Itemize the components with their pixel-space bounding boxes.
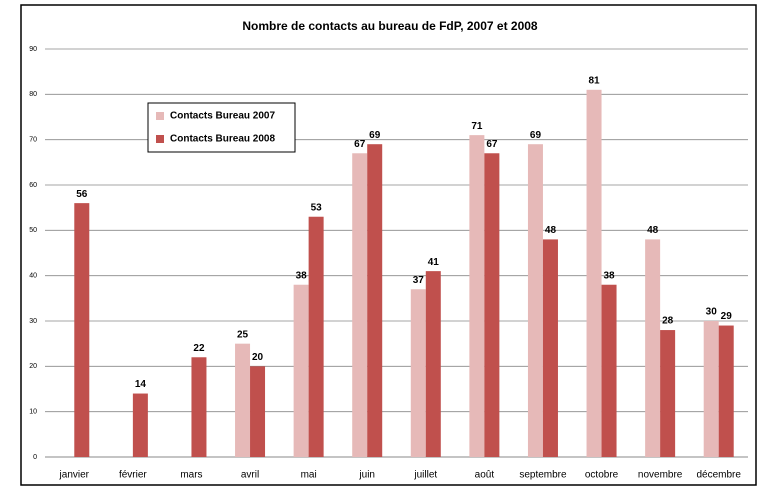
x-tick-label: février xyxy=(119,470,147,481)
bar xyxy=(132,393,148,457)
data-label: 81 xyxy=(588,75,600,86)
x-tick-label: mars xyxy=(180,470,202,481)
bar xyxy=(410,289,426,457)
x-tick-label: juillet xyxy=(413,470,437,481)
data-label: 67 xyxy=(354,139,366,150)
bar xyxy=(352,153,368,457)
y-tick-label: 40 xyxy=(29,273,37,280)
bar xyxy=(645,239,661,457)
y-tick-label: 20 xyxy=(29,363,37,370)
bar xyxy=(367,144,383,457)
y-tick-label: 30 xyxy=(29,318,37,325)
bar xyxy=(425,271,441,457)
legend-label: Contacts Bureau 2008 xyxy=(170,134,275,145)
x-tick-label: décembre xyxy=(696,470,741,481)
data-label: 38 xyxy=(296,270,308,281)
y-tick-label: 90 xyxy=(29,46,37,53)
bar xyxy=(308,216,324,457)
bar xyxy=(601,284,617,457)
x-tick-label: mai xyxy=(301,470,317,481)
x-tick-label: novembre xyxy=(638,470,683,481)
y-tick-label: 60 xyxy=(29,182,37,189)
data-label: 14 xyxy=(135,379,147,390)
x-tick-label: octobre xyxy=(585,470,619,481)
bar xyxy=(250,366,266,457)
chart-title: Nombre de contacts au bureau de FdP, 200… xyxy=(242,19,538,33)
data-label: 41 xyxy=(428,257,440,268)
y-tick-label: 50 xyxy=(29,227,37,234)
data-label: 69 xyxy=(530,130,542,141)
x-tick-label: janvier xyxy=(59,470,90,481)
data-label: 37 xyxy=(413,275,425,286)
legend-swatch xyxy=(156,135,164,143)
data-label: 20 xyxy=(252,352,264,363)
data-label: 22 xyxy=(193,343,205,354)
legend-swatch xyxy=(156,112,164,120)
bar xyxy=(586,89,602,458)
data-label: 48 xyxy=(545,225,557,236)
x-tick-label: juin xyxy=(358,470,375,481)
bar xyxy=(660,330,676,457)
x-tick-label: septembre xyxy=(519,470,567,481)
bar xyxy=(484,153,500,457)
bar xyxy=(74,203,90,457)
data-label: 48 xyxy=(647,225,659,236)
data-label: 38 xyxy=(603,270,615,281)
data-label: 29 xyxy=(721,311,733,322)
data-label: 25 xyxy=(237,329,249,340)
y-tick-label: 10 xyxy=(29,409,37,416)
bar xyxy=(703,321,719,457)
y-tick-label: 80 xyxy=(29,91,37,98)
bar xyxy=(469,135,485,457)
bar xyxy=(527,144,543,457)
data-label: 69 xyxy=(369,130,381,141)
data-label: 30 xyxy=(706,307,718,318)
x-tick-label: avril xyxy=(241,470,259,481)
data-label: 28 xyxy=(662,316,674,327)
data-label: 71 xyxy=(471,121,483,132)
data-label: 53 xyxy=(311,202,323,213)
y-tick-label: 0 xyxy=(33,454,37,461)
data-label: 67 xyxy=(486,139,498,150)
bar xyxy=(235,343,251,457)
y-tick-label: 70 xyxy=(29,137,37,144)
bar xyxy=(293,284,309,457)
bar xyxy=(191,357,207,457)
legend-label: Contacts Bureau 2007 xyxy=(170,111,275,122)
bar xyxy=(542,239,558,457)
x-tick-label: août xyxy=(475,470,495,481)
legend-box xyxy=(147,102,296,153)
data-label: 56 xyxy=(76,189,88,200)
bar xyxy=(718,325,734,457)
